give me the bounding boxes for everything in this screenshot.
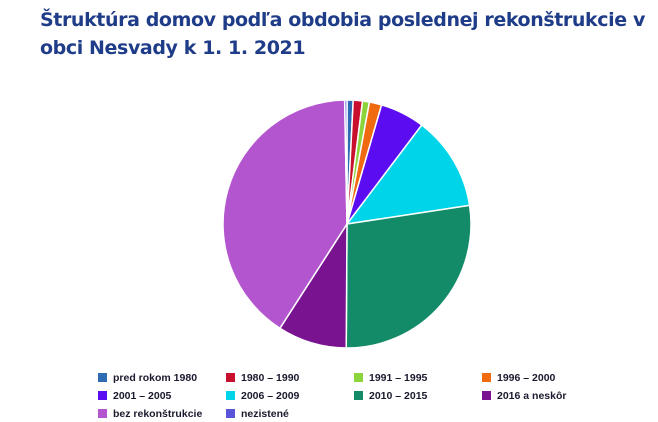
legend-label: 2006 – 2009 bbox=[241, 389, 300, 402]
legend-swatch bbox=[482, 373, 491, 382]
legend-label: nezistené bbox=[241, 407, 289, 420]
legend-label: 1991 – 1995 bbox=[369, 371, 428, 384]
legend-item: nezistené bbox=[226, 406, 354, 421]
legend-swatch bbox=[98, 373, 107, 382]
legend-label: 1996 – 2000 bbox=[497, 371, 556, 384]
legend-swatch bbox=[226, 409, 235, 418]
legend-item: bez rekonštrukcie bbox=[98, 406, 226, 421]
pie-slice-8 bbox=[222, 99, 348, 330]
legend-swatch bbox=[354, 391, 363, 400]
legend-item: 2006 – 2009 bbox=[226, 388, 354, 403]
legend-label: bez rekonštrukcie bbox=[113, 407, 203, 420]
legend-label: 2010 – 2015 bbox=[369, 389, 428, 402]
pie-chart bbox=[222, 99, 472, 349]
legend-swatch bbox=[98, 391, 107, 400]
legend-swatch bbox=[226, 373, 235, 382]
chart-title: Štruktúra domov podľa obdobia poslednej … bbox=[40, 9, 645, 59]
legend-swatch bbox=[98, 409, 107, 418]
legend-label: pred rokom 1980 bbox=[113, 371, 198, 384]
legend-item: 1996 – 2000 bbox=[482, 370, 618, 385]
legend-swatch bbox=[354, 373, 363, 382]
legend-swatch bbox=[226, 391, 235, 400]
legend-item: 1980 – 1990 bbox=[226, 370, 354, 385]
pie-slices bbox=[222, 99, 472, 349]
chart-legend: pred rokom 1980 1980 – 1990 1991 – 1995 199… bbox=[98, 370, 618, 421]
legend-item: 2010 – 2015 bbox=[354, 388, 482, 403]
pie-slice-5 bbox=[345, 124, 471, 226]
legend-swatch bbox=[482, 391, 491, 400]
pie-slice-9 bbox=[343, 99, 348, 225]
legend-label: 2016 a neskôr bbox=[497, 389, 567, 402]
legend-item: 2016 a neskôr bbox=[482, 388, 618, 403]
legend-item: 1991 – 1995 bbox=[354, 370, 482, 385]
pie-slice-6 bbox=[345, 204, 472, 349]
legend-item: pred rokom 1980 bbox=[98, 370, 226, 385]
legend-label: 2001 – 2005 bbox=[113, 389, 172, 402]
legend-item: 2001 – 2005 bbox=[98, 388, 226, 403]
legend-label: 1980 – 1990 bbox=[241, 371, 300, 384]
